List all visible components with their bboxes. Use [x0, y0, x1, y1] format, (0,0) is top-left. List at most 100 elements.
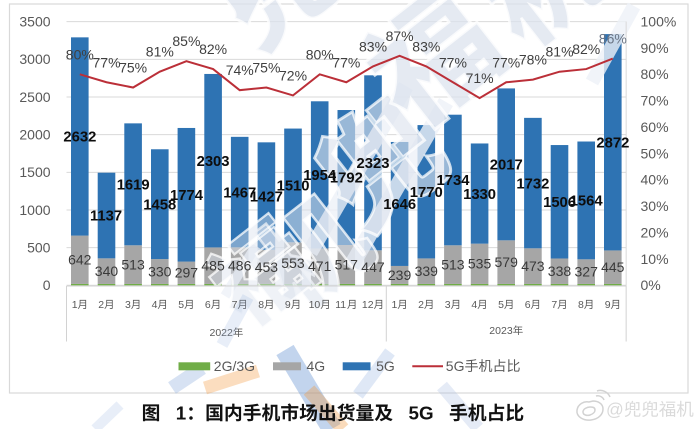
svg-text:50%: 50% [641, 145, 669, 161]
svg-text:70%: 70% [641, 93, 669, 109]
svg-text:82%: 82% [572, 41, 600, 57]
svg-text:642: 642 [68, 252, 92, 268]
svg-text:1792: 1792 [330, 171, 363, 187]
svg-text:6: 6 [525, 299, 531, 311]
svg-text:81%: 81% [546, 44, 574, 60]
svg-text:330: 330 [148, 263, 172, 279]
svg-text:87%: 87% [386, 28, 414, 44]
svg-text:0%: 0% [641, 277, 661, 293]
svg-text:2500: 2500 [19, 89, 50, 105]
svg-text:77%: 77% [93, 54, 121, 70]
svg-text:486: 486 [228, 258, 252, 274]
svg-text:513: 513 [441, 257, 465, 273]
svg-text:80%: 80% [306, 46, 334, 62]
svg-text:1619: 1619 [117, 178, 150, 194]
svg-text:83%: 83% [412, 38, 440, 54]
svg-text:1646: 1646 [383, 197, 416, 213]
svg-text:1500: 1500 [19, 164, 50, 180]
svg-text:30%: 30% [641, 198, 669, 214]
svg-text:339: 339 [415, 263, 439, 279]
svg-text:71%: 71% [466, 70, 494, 86]
svg-text:453: 453 [255, 259, 279, 275]
svg-text:6: 6 [205, 299, 211, 311]
svg-text:579: 579 [495, 254, 519, 270]
svg-text:1770: 1770 [410, 185, 443, 201]
svg-text:2303: 2303 [197, 154, 230, 170]
svg-text:1458: 1458 [143, 197, 176, 213]
svg-text:4: 4 [152, 299, 158, 311]
svg-text:3000: 3000 [19, 51, 50, 67]
svg-text:2323: 2323 [357, 156, 390, 172]
svg-text:2G/3G: 2G/3G [214, 358, 255, 374]
svg-text:1467: 1467 [223, 185, 256, 201]
svg-text:5G: 5G [446, 358, 465, 374]
svg-text:4: 4 [471, 299, 477, 311]
svg-text:1774: 1774 [170, 188, 204, 204]
svg-text:40%: 40% [641, 172, 669, 188]
svg-text:100%: 100% [641, 14, 677, 30]
svg-text:9: 9 [285, 299, 291, 311]
svg-text:5G: 5G [376, 358, 395, 374]
svg-text:239: 239 [388, 267, 412, 283]
svg-text:340: 340 [95, 263, 119, 279]
svg-text:2: 2 [98, 299, 104, 311]
svg-text:10%: 10% [641, 251, 669, 267]
svg-text:1: 1 [72, 299, 78, 311]
svg-text:1506: 1506 [543, 195, 576, 211]
svg-text:338: 338 [548, 263, 572, 279]
svg-text:74%: 74% [226, 62, 254, 78]
svg-text:471: 471 [308, 258, 332, 274]
svg-text:5: 5 [178, 299, 184, 311]
svg-text:90%: 90% [641, 40, 669, 56]
svg-text:1510: 1510 [277, 179, 310, 195]
svg-text:7: 7 [551, 299, 557, 311]
svg-text:2000: 2000 [19, 127, 50, 143]
svg-text:@: @ [606, 400, 624, 420]
svg-text:3: 3 [445, 299, 451, 311]
svg-text:82%: 82% [199, 41, 227, 57]
svg-text:60%: 60% [641, 119, 669, 135]
svg-text:80%: 80% [66, 46, 94, 62]
svg-text:75%: 75% [252, 60, 280, 76]
svg-text:1330: 1330 [463, 187, 496, 203]
svg-text:485: 485 [201, 258, 225, 274]
svg-text:1564: 1564 [570, 194, 604, 210]
svg-text:500: 500 [27, 240, 51, 256]
svg-text:473: 473 [521, 258, 545, 274]
svg-text:1427: 1427 [250, 189, 283, 205]
svg-text:2: 2 [418, 299, 424, 311]
svg-text:1137: 1137 [90, 209, 122, 225]
svg-text:11: 11 [335, 299, 346, 311]
svg-text:78%: 78% [519, 52, 547, 68]
svg-text:86%: 86% [599, 31, 627, 47]
svg-text:80%: 80% [641, 66, 669, 82]
svg-text:3500: 3500 [19, 14, 50, 30]
svg-text:297: 297 [175, 265, 199, 281]
svg-text:4G: 4G [307, 358, 326, 374]
svg-text:445: 445 [601, 259, 625, 275]
svg-text:72%: 72% [279, 67, 307, 83]
svg-text:2017: 2017 [490, 158, 523, 174]
svg-text:513: 513 [121, 257, 145, 273]
svg-text:3: 3 [125, 299, 131, 311]
svg-text:0: 0 [43, 277, 51, 293]
svg-text:77%: 77% [439, 54, 467, 70]
svg-text:7: 7 [232, 299, 238, 311]
svg-text:1734: 1734 [437, 173, 471, 189]
svg-text:1954: 1954 [303, 168, 337, 184]
svg-text:5G: 5G [409, 403, 434, 424]
svg-text:535: 535 [468, 256, 492, 272]
svg-text:77%: 77% [492, 54, 520, 70]
svg-text:12: 12 [362, 299, 374, 311]
svg-text:10: 10 [309, 299, 321, 311]
svg-text:1000: 1000 [19, 202, 50, 218]
svg-text:83%: 83% [359, 38, 387, 54]
svg-text:2872: 2872 [596, 136, 629, 152]
svg-text:1: 1 [392, 299, 398, 311]
svg-text:2632: 2632 [63, 130, 96, 146]
svg-text:8: 8 [578, 299, 584, 311]
svg-text:77%: 77% [332, 54, 360, 70]
svg-text:8: 8 [258, 299, 264, 311]
svg-text:2023: 2023 [489, 325, 513, 337]
svg-text:2022: 2022 [210, 327, 234, 339]
